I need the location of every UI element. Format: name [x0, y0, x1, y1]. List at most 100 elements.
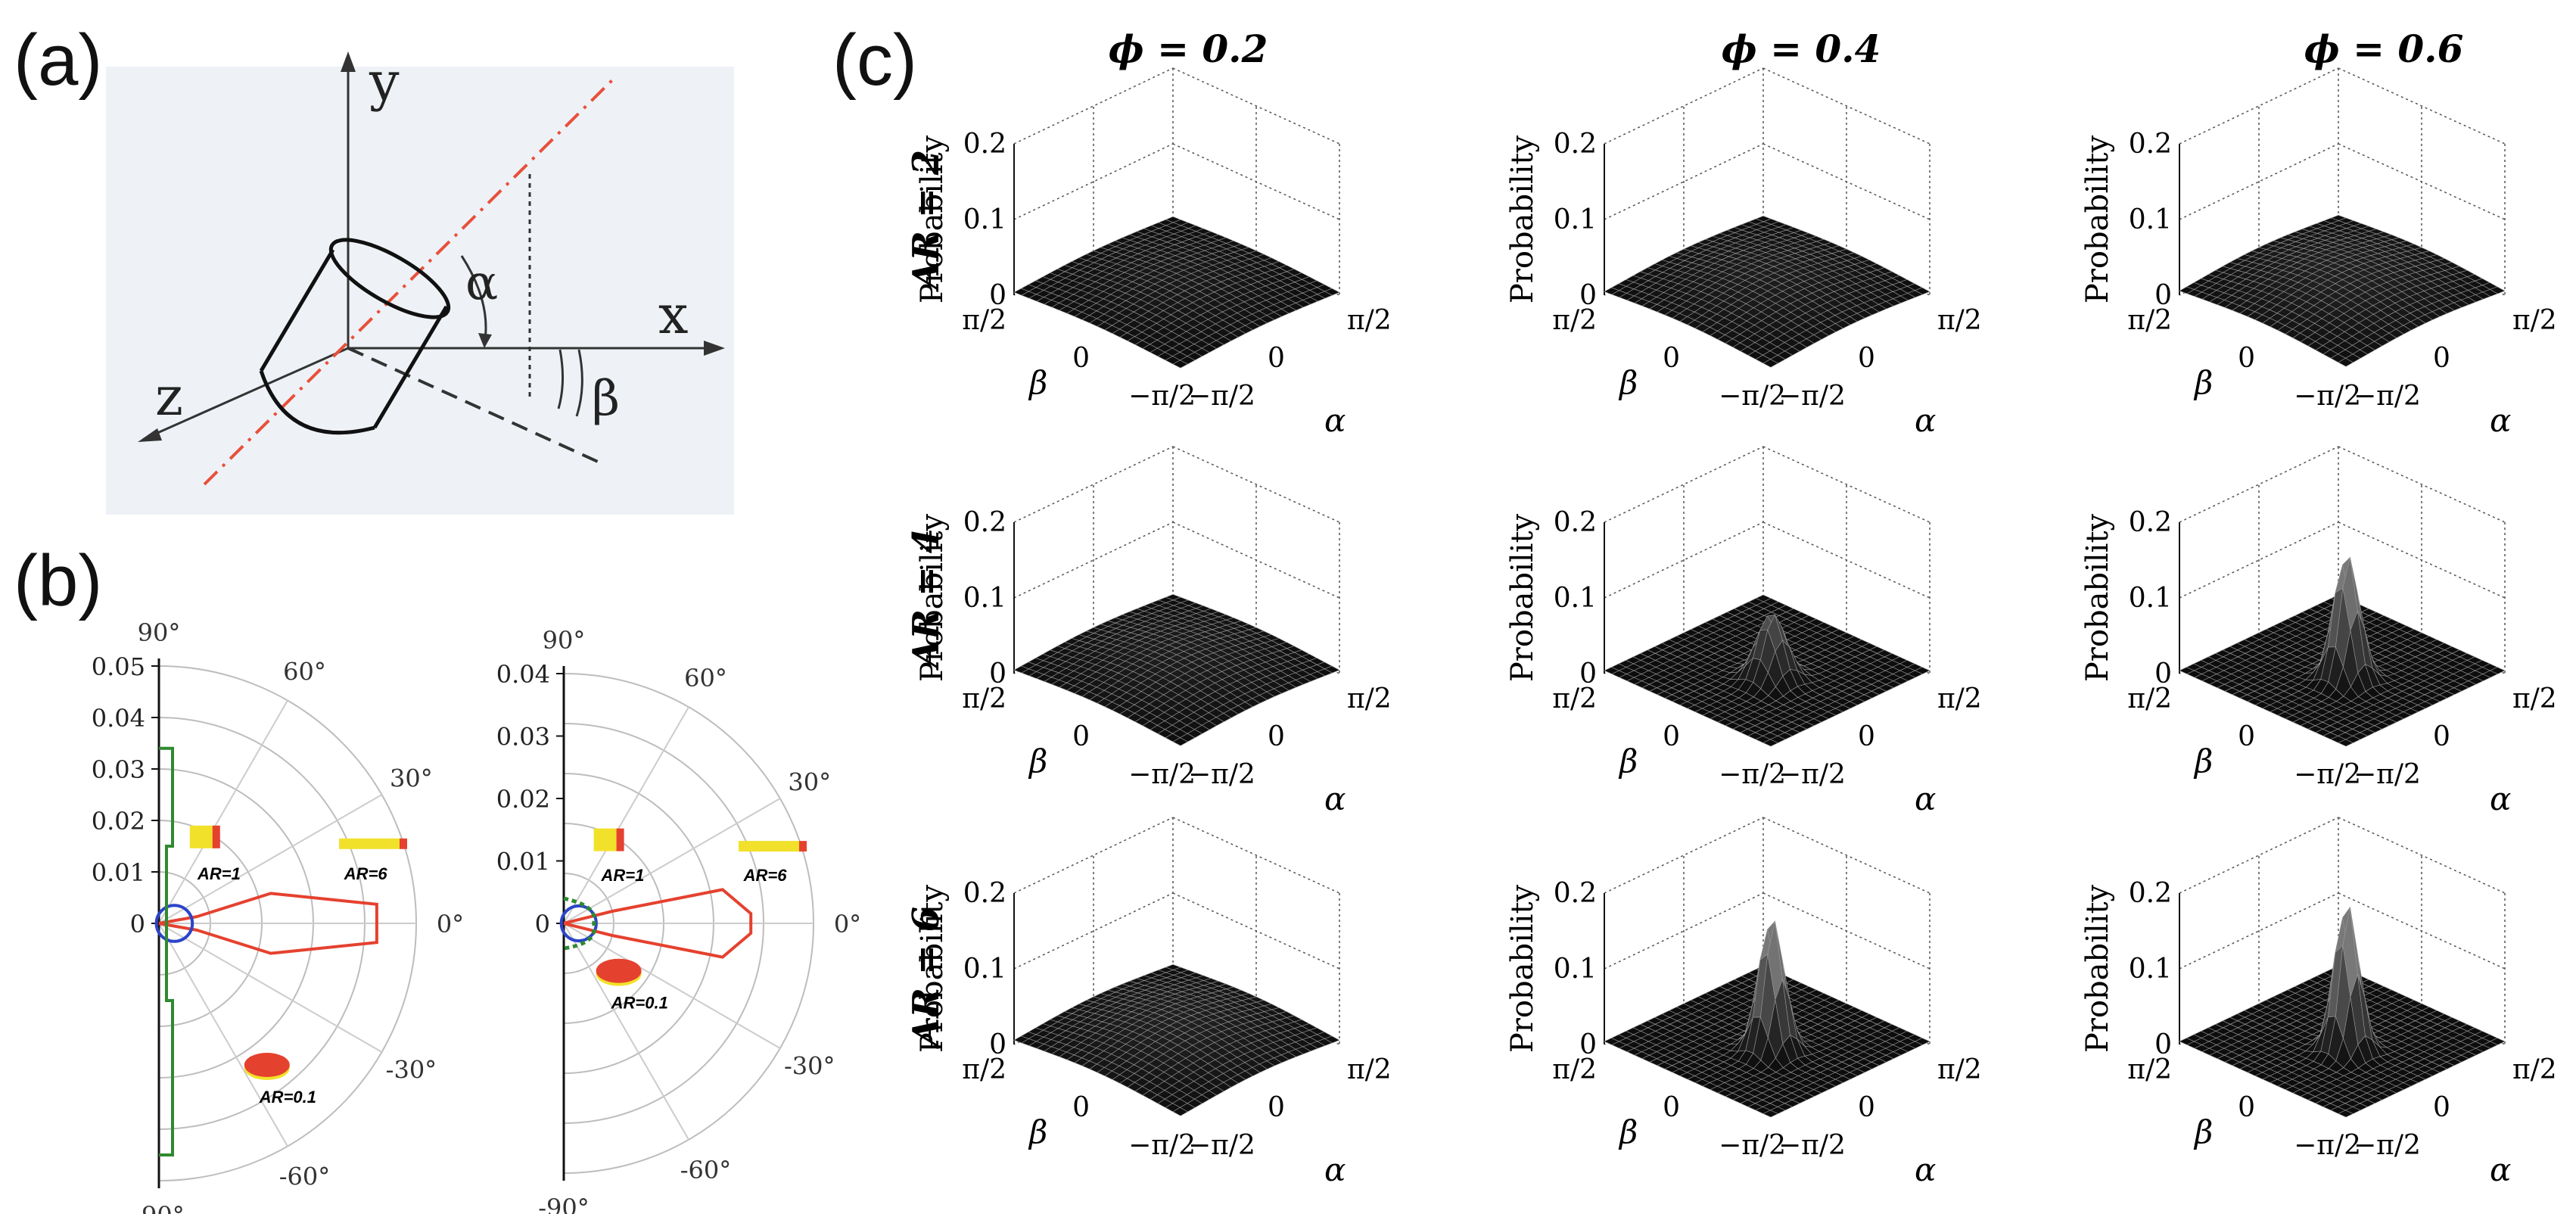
surface-beta-tick-label: 0	[1072, 343, 1090, 374]
column-header-phi-0.4: ϕ = 0.4	[1722, 26, 1881, 71]
polar-angle-label: -90°	[538, 1194, 590, 1214]
surface-beta-label: β	[2193, 742, 2213, 780]
surface-beta-tick-label: π/2	[962, 305, 1006, 336]
surface-alpha-label: α	[1324, 780, 1346, 817]
surface-box-edge	[2338, 817, 2506, 894]
surface-box-edge	[2179, 67, 2339, 145]
surface-alpha-tick-label: 0	[1858, 721, 1875, 752]
surface-beta-tick-label: 0	[2238, 343, 2255, 374]
surface-z-label: Probability	[2080, 135, 2115, 304]
polar-radial-tick-label: 0.02	[496, 785, 550, 814]
polar-angle-label: 0°	[437, 910, 464, 939]
surface-alpha-label: α	[1915, 1151, 1936, 1188]
ar6-rod-glyph	[339, 838, 407, 849]
polar-radial-tick-label: 0	[130, 910, 145, 939]
polar-spoke	[563, 798, 781, 924]
surface-z-label: Probability	[915, 135, 950, 304]
surface-alpha-tick-label: 0	[1268, 721, 1285, 752]
column-header-phi-0.6: ϕ = 0.6	[2304, 26, 2464, 71]
surface-beta-tick-label: π/2	[1552, 683, 1597, 714]
surface-alpha-tick-label: π/2	[2512, 683, 2557, 714]
surface-beta-tick-label: −π/2	[2294, 381, 2361, 412]
surface-z-tick-label: 0.1	[1554, 204, 1597, 235]
surface-box-edge	[2179, 446, 2339, 523]
surface-beta-tick-label: −π/2	[1719, 1130, 1786, 1161]
polar-angle-label: 90°	[138, 618, 181, 647]
axis-y-label: y	[369, 51, 400, 113]
surface-box-edge	[1762, 67, 1930, 145]
panel-label-b: (b)	[14, 540, 102, 621]
surface-z-tick-label: 0.2	[963, 507, 1006, 538]
surface-beta-label: β	[2193, 1113, 2213, 1150]
polar-angle-label: 90°	[543, 626, 586, 655]
surface-beta-tick-label: −π/2	[1128, 381, 1196, 412]
surface-beta-tick-label: π/2	[2127, 305, 2172, 336]
surface-alpha-label: α	[1915, 402, 1936, 439]
surface-z-label: Probability	[1505, 513, 1540, 682]
surface-z-tick-label: 0	[2154, 280, 2172, 311]
ar01-disk-glyph	[596, 958, 642, 986]
surface-z-tick-label: 0.2	[2129, 507, 2172, 538]
surface-beta-tick-label: π/2	[1552, 1054, 1597, 1085]
polar-spoke	[158, 923, 382, 1053]
panel-label-a: (a)	[14, 20, 102, 101]
surface-alpha-tick-label: 0	[1268, 343, 1285, 374]
polar-spoke	[158, 700, 288, 924]
surface-box-edge	[1604, 446, 1764, 523]
surface-alpha-tick-label: 0	[2433, 721, 2450, 752]
surface-z-tick-label: 0	[989, 658, 1006, 689]
surface-box-edge	[2338, 67, 2506, 145]
surface-box-edge	[1172, 446, 1340, 523]
surface-alpha-tick-label: 0	[1858, 343, 1875, 374]
surface-beta-tick-label: −π/2	[1128, 759, 1196, 790]
beta-label: β	[592, 371, 620, 427]
surface-alpha-tick-label: −π/2	[1188, 381, 1255, 412]
surface-beta-tick-label: −π/2	[1128, 1130, 1196, 1161]
polar-radial-tick-label: 0.01	[92, 858, 145, 887]
surface-z-label: Probability	[915, 884, 950, 1053]
surface-alpha-label: α	[2490, 780, 2511, 817]
ar1-cylinder-glyph	[189, 825, 220, 848]
polar-angle-label: -30°	[784, 1052, 835, 1081]
beta-arc-2	[575, 349, 583, 417]
alpha-label: α	[465, 255, 498, 311]
surface-alpha-tick-label: −π/2	[1188, 759, 1255, 790]
surface-alpha-tick-label: −π/2	[1778, 1130, 1846, 1161]
surface-box-edge	[1762, 446, 1930, 523]
surface-beta-tick-label: π/2	[962, 683, 1006, 714]
cylinder-particle	[259, 238, 451, 435]
surface-alpha-label: α	[1915, 780, 1936, 817]
surface-box-edge	[1604, 817, 1764, 894]
surface-box-edge	[2179, 817, 2339, 894]
surface-beta-label: β	[1028, 364, 1047, 401]
surface-z-tick-label: 0.1	[963, 583, 1006, 614]
surface-beta-label: β	[1618, 1113, 1638, 1150]
surface-mesh	[1013, 593, 1340, 746]
surface-beta-tick-label: π/2	[962, 1054, 1006, 1085]
ar01-label: AR=0.1	[611, 994, 668, 1013]
surface-box-edge	[1604, 67, 1764, 145]
polar-ar01-curve	[563, 896, 596, 951]
surface-z-tick-label: 0.2	[1554, 129, 1597, 160]
polar-radial-tick-label: 0	[535, 910, 550, 939]
surface-alpha-tick-label: π/2	[1347, 1054, 1392, 1085]
polar-angle-label: 60°	[684, 664, 727, 693]
polar-ar1-curve	[559, 904, 598, 943]
surface-beta-tick-label: 0	[2238, 721, 2255, 752]
surface-z-tick-label: 0.2	[963, 129, 1006, 160]
surface-beta-label: β	[2193, 364, 2213, 401]
surface-z-tick-label: 0.2	[1554, 507, 1597, 538]
polar-angle-label: -90°	[133, 1201, 185, 1214]
surface-mesh	[2179, 906, 2506, 1118]
panel-b-polar-left: 0.050.040.030.020.01090°60°30°0°-30°-60°…	[87, 618, 541, 1214]
surface-alpha-tick-label: 0	[1858, 1092, 1875, 1123]
surface-z-tick-label: 0.2	[2129, 129, 2172, 160]
surface-alpha-tick-label: π/2	[2512, 1054, 2557, 1085]
surface-z-tick-label: 0.1	[963, 204, 1006, 235]
